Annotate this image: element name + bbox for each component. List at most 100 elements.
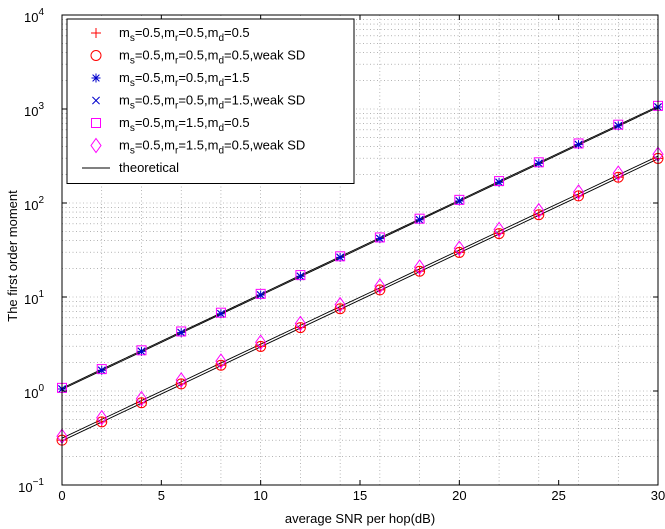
data-point-x — [614, 121, 623, 130]
data-point-diamond — [255, 334, 267, 351]
data-point-x — [495, 178, 504, 187]
series-5-square — [57, 100, 663, 393]
data-point-x — [97, 366, 106, 375]
legend-entry-label: ms=0.5,mr=0.5,md=0.5,weak SD — [119, 48, 305, 67]
x-d2 — [97, 366, 106, 375]
x-d2 — [375, 234, 384, 243]
data-point-x — [415, 215, 424, 224]
x-d2 — [296, 272, 305, 281]
data-point-circle — [96, 416, 108, 428]
data-point-square — [374, 232, 385, 243]
data-point-square — [613, 119, 624, 130]
theoretical-line — [61, 106, 659, 390]
x-tick-labels: 0 5 10 15 20 25 30 — [58, 488, 665, 503]
data-point-diamond — [533, 202, 545, 219]
data-point-circle — [612, 171, 624, 183]
x-tick-label: 15 — [353, 488, 367, 503]
data-point-diamond — [493, 221, 505, 238]
legend-entry-label: theoretical — [119, 160, 179, 175]
x-d2 — [336, 253, 345, 262]
x-d2 — [614, 121, 623, 130]
data-point-circle — [493, 228, 505, 240]
data-point-x — [216, 309, 225, 318]
data-point-diamond — [334, 296, 346, 313]
x-tick-label: 25 — [551, 488, 565, 503]
x-d2 — [137, 347, 146, 356]
data-point-circle — [215, 359, 227, 371]
x-d2 — [177, 328, 186, 337]
x-axis-label: average SNR per hop(dB) — [285, 511, 435, 526]
x-d2 — [534, 159, 543, 168]
y-tick-labels: 10−1 100 101 102 103 104 — [18, 7, 44, 495]
data-point-circle — [414, 265, 426, 277]
data-point-square — [136, 345, 147, 356]
data-point-diamond — [175, 372, 187, 388]
data-point-square — [454, 194, 465, 205]
data-point-diamond — [294, 315, 307, 332]
theoretical-lines — [61, 105, 659, 442]
x-d2 — [455, 197, 464, 205]
legend-marker-x — [92, 96, 100, 105]
legend-entry-label: ms=0.5,mr=0.5,md=1.5,weak SD — [119, 93, 305, 112]
x-tick-label: 5 — [158, 488, 165, 503]
x-d2 — [415, 215, 424, 224]
data-point-square — [414, 213, 425, 224]
theoretical-line — [61, 158, 659, 442]
x-d2 — [216, 309, 225, 318]
data-point-diamond — [612, 165, 624, 181]
data-point-circle — [334, 303, 346, 315]
legend-marker-diamond — [90, 137, 102, 154]
data-point-square — [295, 270, 306, 281]
data-point-square — [176, 326, 187, 337]
y-tick-label: 102 — [24, 195, 44, 213]
legend-entry-label: ms=0.5,mr=1.5,md=0.5 — [119, 115, 250, 134]
data-point-square — [573, 138, 584, 149]
data-point-x — [177, 328, 186, 337]
data-point-circle — [135, 397, 147, 409]
x-tick-label: 30 — [651, 488, 665, 503]
legend-marker-star — [91, 73, 101, 83]
legend-marker-plus — [91, 28, 101, 38]
data-point-square — [96, 364, 107, 375]
y-axis-label: The first order moment — [5, 190, 20, 322]
data-point-x — [256, 291, 265, 299]
data-point-circle — [573, 190, 585, 202]
legend: ms=0.5,mr=0.5,md=0.5 ms=0.5,mr=0.5,md=0.5… — [66, 18, 355, 184]
data-point-square — [533, 157, 544, 168]
theoretical-line — [61, 155, 659, 439]
data-point-x — [296, 272, 305, 281]
data-point-x — [336, 253, 345, 262]
data-point-circle — [453, 246, 465, 258]
y-tick-label: 103 — [24, 101, 44, 119]
data-point-square — [335, 251, 346, 262]
data-point-x — [375, 234, 384, 243]
data-point-diamond — [96, 409, 108, 426]
x-tick-label: 20 — [452, 488, 466, 503]
x-d2 — [574, 140, 583, 149]
legend-marker-square — [91, 118, 101, 128]
x-tick-label: 0 — [58, 488, 65, 503]
data-point-diamond — [135, 390, 148, 407]
data-point-diamond — [453, 240, 465, 257]
data-point-x — [455, 197, 464, 205]
legend-entry-label: ms=0.5,mr=0.5,md=1.5 — [119, 70, 250, 89]
data-point-x — [534, 159, 543, 168]
data-point-square — [494, 176, 505, 187]
data-point-diamond — [215, 353, 227, 369]
legend-marker-circle — [90, 50, 102, 61]
data-point-diamond — [374, 278, 386, 294]
data-point-circle — [255, 340, 267, 352]
y-tick-label: 101 — [24, 289, 44, 307]
data-point-circle — [175, 378, 187, 390]
legend-entry-label: ms=0.5,mr=0.5,md=0.5 — [119, 25, 250, 44]
data-point-x — [137, 347, 146, 356]
data-point-circle — [294, 322, 306, 334]
star-d2 — [92, 74, 100, 82]
data-point-circle — [374, 284, 386, 296]
grid-lines — [62, 15, 658, 485]
theoretical-line — [61, 105, 659, 389]
y-tick-label: 100 — [24, 383, 44, 401]
data-point-diamond — [572, 184, 585, 200]
data-point-x — [574, 140, 583, 149]
